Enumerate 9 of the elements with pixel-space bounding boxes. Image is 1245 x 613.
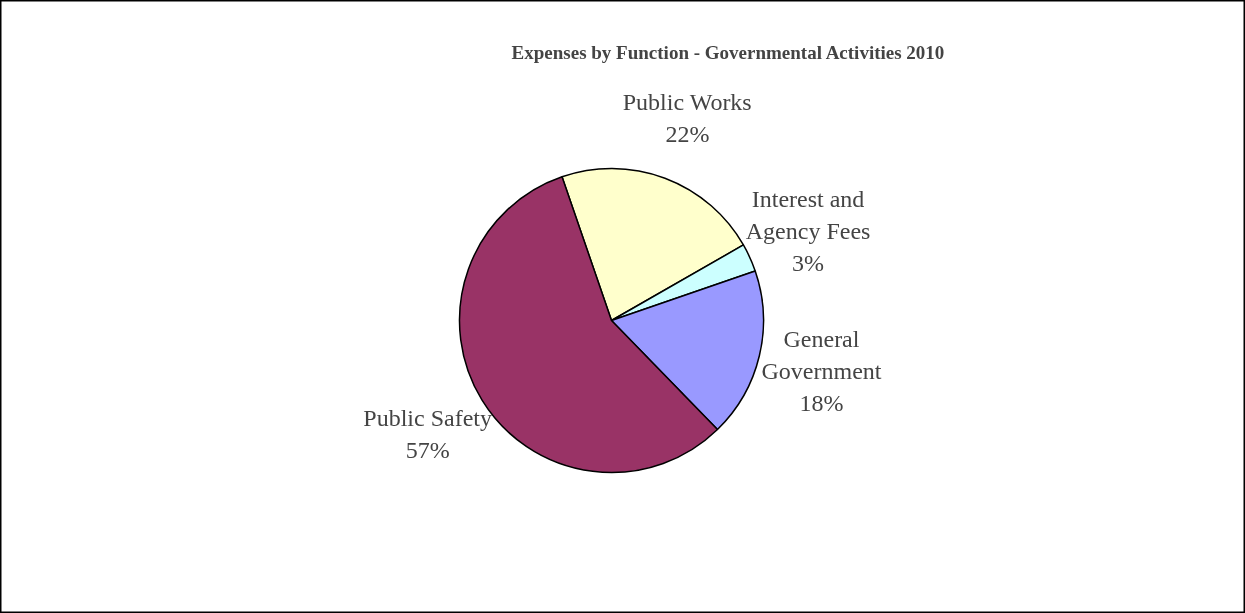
data-label: 22% bbox=[665, 121, 710, 148]
slice-label: General Government bbox=[761, 325, 882, 384]
slice-label: Public Safety bbox=[363, 404, 492, 431]
data-label: 57% bbox=[405, 436, 450, 463]
data-label: 18% bbox=[799, 389, 844, 416]
slice-label: Interest and Agency Fees bbox=[745, 186, 871, 245]
chart-title: Expenses by Function - Governmental Activities 2010 bbox=[511, 42, 945, 63]
slice-label: Public Works bbox=[622, 89, 752, 116]
data-label: 3% bbox=[792, 250, 825, 277]
